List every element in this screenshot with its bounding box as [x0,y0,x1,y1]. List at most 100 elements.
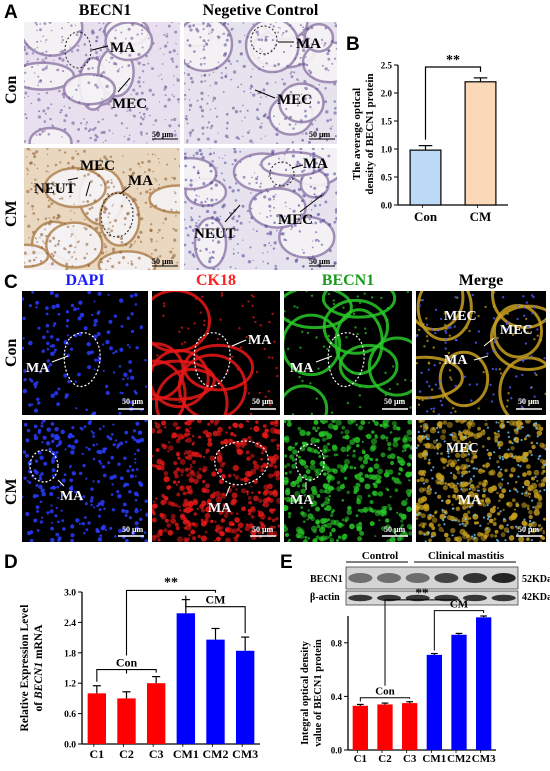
bar-C3 [402,703,418,750]
panel-c-header-merge: Merge [458,272,504,289]
significance-marker: ** [446,53,460,68]
blot-row-label-becn1: BECN1 [310,574,343,585]
tile-a3-label-neut: NEUT [34,181,76,197]
bar-C1 [87,693,107,744]
blot-row-label-beta-actin: β-actin [310,592,340,603]
if-tile-becn1-con [284,291,412,415]
if-tile-dapi-con [22,291,148,415]
if-tile-merge-cm [416,420,546,542]
blot-band-beta-actin [462,594,488,602]
panel-a-annotations: MA MEC 50 μm MA MEC 50 μm MEC NEUT MA 50… [34,25,335,267]
panel-c-annotations: MA 50 μm MA 50 μm MA 50 μm MEC MEC MA 50… [26,309,540,534]
blot-group-control: Control [362,550,398,562]
panel-letter-a: A [4,2,18,23]
tile-a1-label-mec: MEC [112,96,147,112]
panel-letter-c: C [4,272,18,293]
if-tile-becn1-cm [284,420,412,542]
if-becn1-con-scale: 50 μm [384,397,406,406]
y-tick-label: 1.8 [64,649,76,659]
group-label-cm: CM [450,599,469,611]
blot-band-becn1 [462,573,488,583]
significance-marker: ** [416,585,429,600]
x-category-label: CM1 [173,747,199,761]
x-category-label: CM1 [422,753,446,765]
blot-band-becn1 [376,573,402,583]
bar-CM1 [426,654,442,750]
x-category-label: CM3 [472,753,496,765]
panel-c-header-dapi: DAPI [65,272,105,289]
if-merge-cm-label-ma: MA [458,493,482,508]
group-label-con: Con [375,686,395,698]
if-tile-dapi-cm [22,420,148,542]
y-tick-label: 0.5 [381,173,393,183]
panel-c-header-becn1: BECN1 [321,272,375,289]
ihc-tile-becn1-cm [24,148,180,270]
if-merge-con-label-ma: MA [444,353,468,368]
panel-d-ylabel-line2: of BECN1 mRNA [33,624,45,712]
ihc-tile-negative-control-con [184,22,337,144]
y-tick-label: 2.4 [64,619,76,629]
if-dapi-con-scale: 50 μm [122,397,144,406]
blot-band-beta-actin [491,594,516,602]
x-category-label: CM3 [232,747,258,761]
x-category-label: C2 [119,747,134,761]
tile-a1-scale: 50 μm [152,130,174,139]
tile-a2-scale: 50 μm [309,130,331,139]
if-merge-con-label-mec-1: MEC [444,309,477,324]
y-tick-label: 0.0 [381,201,393,211]
blot-group-clinical-mastitis: Clinical mastitis [428,550,505,562]
bar-C1 [352,705,368,750]
y-tick-label: 0.6 [64,710,76,720]
blot-beta-actin-membrane [345,590,519,606]
bar-C2 [117,698,136,744]
x-category-label: CM [470,209,492,224]
y-tick-label: 1.0 [381,145,393,155]
panel-letter-d: D [4,552,18,573]
x-category-label: C1 [89,747,104,761]
panel-e-ylabel-line1: Integral optical density [300,640,311,745]
if-ck18-cm-label-ma: MA [208,501,232,516]
y-tick-label: 2.5 [381,61,393,71]
significance-bracket [424,66,482,140]
panel-a-header-becn1: BECN1 [78,2,132,19]
bar-CM2 [451,634,467,750]
if-merge-con-scale: 50 μm [518,397,540,406]
y-tick-label: 3.0 [64,589,76,599]
x-category-label: CM2 [203,747,229,761]
if-dapi-con-label-ma: MA [26,361,50,376]
tile-a3-scale: 50 μm [152,257,174,266]
if-merge-cm-label-mec: MEC [446,441,479,456]
y-tick-label: 0.4 [331,692,343,702]
bar-CM [464,81,497,206]
bar-C2 [377,704,393,750]
blot-becn1-membrane [345,566,519,590]
if-tile-ck18-cm [152,420,280,542]
if-dapi-cm-scale: 50 μm [122,525,144,534]
blot-kda-52: 52KDa [522,574,550,585]
if-merge-con-label-mec-2: MEC [500,323,533,338]
panel-b-ylabel-line1: The average optical [351,88,363,180]
y-tick-label: 0.0 [64,741,76,751]
if-ck18-con-scale: 50 μm [252,397,274,406]
if-becn1-con-label-ma: MA [290,361,314,376]
if-ck18-cm-scale: 50 μm [252,525,274,534]
tile-a1-label-ma: MA [110,40,135,56]
tile-a2-label-mec: MEC [277,92,312,108]
group-label-cm: CM [206,593,226,607]
panel-b-bar-chart: The average optical density of BECN1 pro… [351,53,508,224]
if-becn1-cm-label-ma: MA [290,493,314,508]
panel-a-header-negative-control: Negetive Control [202,2,319,19]
bar-Con [409,149,442,206]
tile-a4-scale: 50 μm [309,257,331,266]
panel-c-header-ck18: CK18 [196,272,236,289]
tile-a3-label-ma: MA [128,173,153,189]
if-merge-cm-scale: 50 μm [518,525,540,534]
ihc-tile-negative-control-cm [184,148,337,270]
y-tick-label: 1.2 [64,680,76,690]
significance-marker: ** [164,575,178,590]
bar-CM3 [235,650,255,744]
blot-band-beta-actin [348,594,373,602]
x-category-label: C2 [378,753,392,765]
ma-outline [64,31,92,69]
y-tick-label: 0.8 [331,638,343,648]
